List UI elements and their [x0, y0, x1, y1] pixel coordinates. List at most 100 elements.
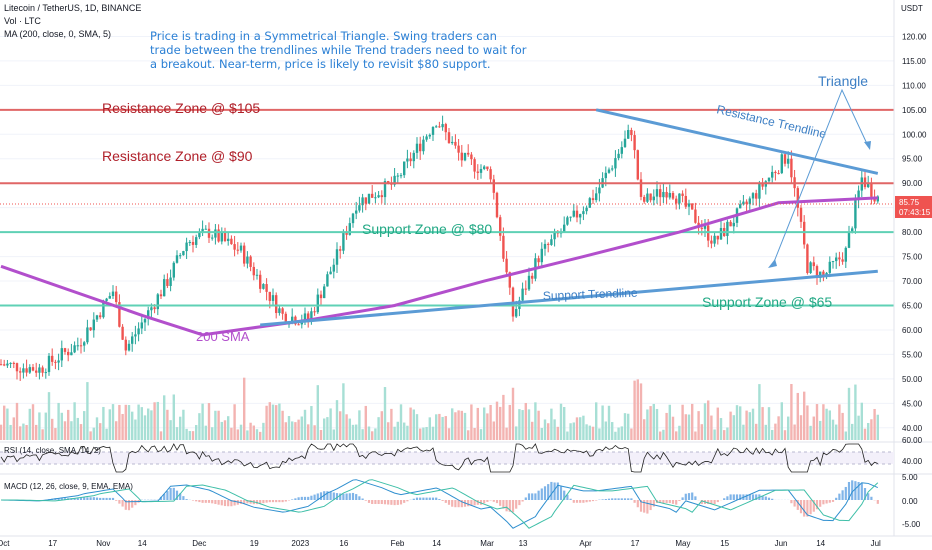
macd-hist-bar	[476, 500, 479, 505]
macd-hist-bar	[547, 484, 550, 500]
macd-hist-bar	[172, 487, 175, 500]
volume-bar	[726, 427, 729, 440]
macd-hist-bar	[694, 496, 697, 500]
candle-body	[591, 198, 595, 201]
candle-body	[479, 168, 483, 173]
time-tick-label: 2023	[291, 539, 309, 548]
volume-bar	[739, 406, 742, 440]
volume-bar	[547, 423, 550, 440]
volume-bar	[454, 412, 457, 440]
volume-bar	[604, 421, 607, 440]
volume-bar	[390, 408, 393, 440]
volume-bar	[761, 407, 764, 440]
candle-body	[585, 207, 588, 212]
macd-hist-bar	[678, 500, 681, 502]
macd-hist-bar	[713, 500, 716, 505]
volume-bar	[732, 415, 735, 440]
volume-bar	[188, 431, 191, 440]
macd-hist-bar	[735, 494, 739, 500]
candle-body	[854, 200, 857, 229]
volume-bar	[723, 430, 726, 440]
volume-bar	[665, 412, 668, 440]
candle-body	[319, 294, 323, 299]
candle-body	[508, 272, 511, 288]
candle-body	[540, 248, 543, 263]
volume-bar	[377, 417, 380, 440]
volume-bar	[358, 410, 361, 440]
macd-hist-bar	[630, 498, 633, 500]
candle-body	[364, 197, 367, 204]
volume-bar	[22, 423, 25, 440]
macd-hist-bar	[716, 500, 719, 503]
volume-bar	[172, 394, 175, 440]
candle-body	[275, 295, 278, 314]
macd-hist-bar	[499, 500, 502, 506]
support-trendline-label: Support Trendline	[543, 286, 638, 303]
volume-bar	[223, 420, 227, 440]
candle-body	[374, 197, 377, 199]
volume-bar	[854, 384, 857, 440]
volume-bar	[239, 424, 243, 440]
volume-bar	[198, 413, 201, 440]
volume-bar	[745, 410, 748, 440]
candle-body	[665, 191, 668, 198]
macd-hist-bar	[163, 493, 166, 500]
candle-body	[771, 171, 774, 178]
candle-body	[342, 232, 345, 251]
candle-body	[604, 172, 607, 179]
candle-body	[159, 294, 163, 297]
time-tick-label: 17	[631, 539, 640, 548]
candle-body	[582, 211, 585, 215]
candle-body	[41, 367, 44, 373]
candle-body	[774, 171, 777, 174]
candle-body	[415, 143, 419, 153]
time-tick-label: May	[675, 539, 690, 548]
macd-hist-bar	[447, 500, 451, 505]
candle-body	[313, 311, 316, 313]
volume-bar	[611, 422, 614, 440]
candle-body	[387, 181, 390, 184]
price-tick-label: 100.00	[902, 130, 927, 139]
macd-hist-bar	[457, 500, 460, 508]
macd-hist-bar	[665, 500, 668, 504]
macd-hist-bar	[342, 493, 345, 500]
price-tick-label: 60.00	[902, 326, 923, 335]
macd-hist-bar	[313, 494, 316, 500]
volume-indicator-label[interactable]: Vol · LTC	[4, 16, 41, 26]
candle-body	[57, 360, 60, 363]
macd-hist-bar	[294, 498, 297, 500]
macd-hist-bar	[415, 497, 419, 500]
symbol-title[interactable]: Litecoin / TetherUS, 1D, BINANCE	[4, 3, 142, 13]
candle-body	[44, 372, 47, 374]
macd-hist-bar	[230, 500, 233, 507]
volume-bar	[99, 423, 102, 440]
macd-hist-bar	[278, 500, 281, 503]
macd-label: MACD (12, 26, close, 9, EMA, EMA)	[4, 482, 133, 491]
volume-bar	[76, 417, 79, 440]
candle-body	[396, 175, 399, 177]
macd-hist-bar	[822, 500, 825, 505]
volume-bar	[483, 407, 486, 440]
candle-body	[169, 277, 172, 286]
candle-body	[198, 232, 201, 238]
rsi-label: RSI (14, close, SMA, 14, 2)	[4, 446, 101, 455]
candle-body	[684, 195, 687, 207]
macd-hist-bar	[364, 500, 367, 501]
volume-bar	[787, 416, 790, 440]
volume-bar	[710, 415, 713, 440]
candle-body	[499, 217, 502, 236]
macd-hist-bar	[508, 500, 511, 512]
macd-hist-bar	[767, 497, 771, 500]
ma-indicator-label[interactable]: MA (200, close, 0, SMA, 5)	[4, 29, 112, 39]
macd-hist-bar	[351, 492, 355, 500]
macd-hist-bar	[748, 494, 751, 500]
macd-hist-bar	[361, 498, 364, 500]
macd-hist-bar	[99, 497, 102, 500]
volume-bar	[284, 422, 287, 440]
triangle-arrowhead	[768, 259, 777, 268]
macd-hist-bar	[86, 497, 89, 500]
candle-body	[25, 368, 28, 373]
support-65-label: Support Zone @ $65	[702, 294, 832, 310]
macd-hist-bar	[246, 500, 249, 504]
